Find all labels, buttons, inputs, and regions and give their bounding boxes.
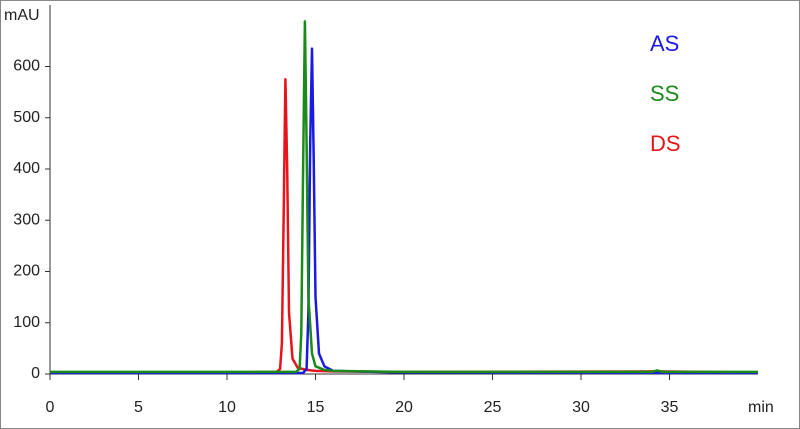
x-tick-label: 10 bbox=[218, 399, 236, 416]
y-tick-label: 200 bbox=[13, 263, 40, 280]
y-tick-label: 600 bbox=[13, 58, 40, 75]
y-tick-label: 500 bbox=[13, 109, 40, 126]
y-tick-label: 300 bbox=[13, 211, 40, 228]
x-tick-label: 5 bbox=[134, 399, 143, 416]
legend-entry: DS bbox=[650, 131, 681, 156]
x-axis-label: min bbox=[748, 399, 774, 416]
x-tick-label: 25 bbox=[484, 399, 502, 416]
series-line bbox=[50, 78, 759, 374]
x-tick-label: 30 bbox=[572, 399, 590, 416]
y-tick-label: 400 bbox=[13, 160, 40, 177]
legend-entry: AS bbox=[650, 31, 679, 56]
x-tick-label: 20 bbox=[395, 399, 413, 416]
x-tick-label: 35 bbox=[661, 399, 679, 416]
y-tick-label: 0 bbox=[31, 365, 40, 382]
legend-entry: SS bbox=[650, 81, 679, 106]
x-tick-label: 15 bbox=[307, 399, 325, 416]
y-axis-label: mAU bbox=[4, 7, 40, 24]
x-tick-label: 0 bbox=[46, 399, 55, 416]
y-tick-label: 100 bbox=[13, 314, 40, 331]
series-line bbox=[50, 20, 758, 374]
